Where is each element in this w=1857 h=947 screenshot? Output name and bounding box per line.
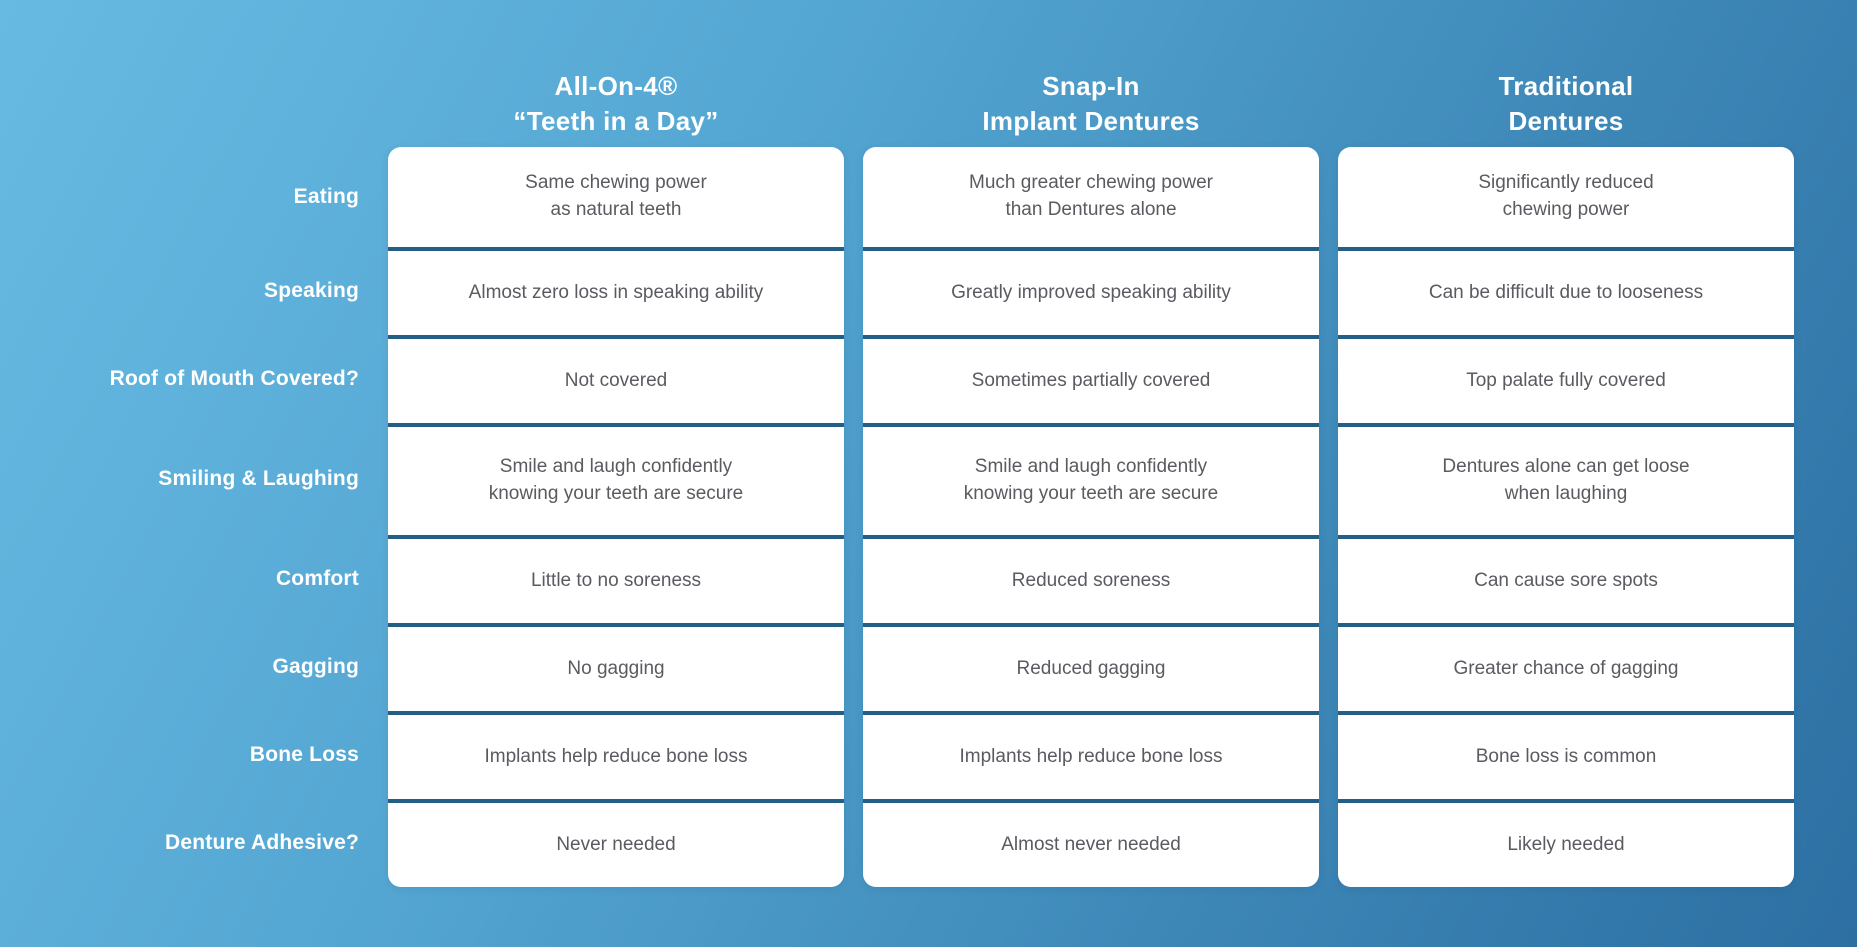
column-header-snap-in: Snap-In Implant Dentures: [863, 48, 1319, 147]
row-label-bone-loss: Bone Loss: [249, 743, 359, 766]
table-cell: Greatly improved speaking ability: [863, 247, 1319, 335]
table-corner-spacer: [0, 48, 369, 147]
row-label-smiling-laughing: Smiling & Laughing: [158, 467, 359, 490]
row-label-denture-adhesive: Denture Adhesive?: [165, 831, 359, 854]
table-cell: Can be difficult due to looseness: [1338, 247, 1794, 335]
table-cell: Almost never needed: [863, 799, 1319, 887]
table-cell: Same chewing power as natural teeth: [525, 172, 707, 220]
column-header-traditional: Traditional Dentures: [1338, 48, 1794, 147]
table-cell: Bone loss is common: [1338, 711, 1794, 799]
comparison-table: All-On-4® “Teeth in a Day” Snap-In Impla…: [0, 48, 1794, 887]
table-cell: Dentures alone can get loose when laughi…: [1338, 423, 1794, 535]
table-cell: No gagging: [388, 623, 844, 711]
column-header-line: Snap-In: [1042, 71, 1140, 102]
table-cell: Sometimes partially covered: [863, 335, 1319, 423]
row-label-column: Eating Speaking Roof of Mouth Covered? S…: [0, 147, 369, 887]
table-cell: Much greater chewing power than Dentures…: [969, 172, 1213, 220]
table-cell: Top palate fully covered: [1338, 335, 1794, 423]
table-cell: Reduced soreness: [863, 535, 1319, 623]
column-card-traditional: Significantly reduced chewing power Can …: [1338, 147, 1794, 887]
table-cell: Reduced gagging: [863, 623, 1319, 711]
column-header-all-on-4: All-On-4® “Teeth in a Day”: [388, 48, 844, 147]
row-label-comfort: Comfort: [275, 567, 359, 590]
table-cell: Implants help reduce bone loss: [863, 711, 1319, 799]
row-label-speaking: Speaking: [264, 279, 359, 302]
table-cell: Significantly reduced chewing power: [1478, 172, 1654, 220]
column-header-line: “Teeth in a Day”: [513, 105, 719, 136]
table-cell: Smile and laugh confidently knowing your…: [388, 423, 844, 535]
column-card-all-on-4: Same chewing power as natural teeth Almo…: [388, 147, 844, 887]
table-cell: Implants help reduce bone loss: [388, 711, 844, 799]
table-cell: Little to no soreness: [388, 535, 844, 623]
table-cell: Likely needed: [1338, 799, 1794, 887]
column-header-line: Implant Dentures: [982, 105, 1200, 136]
row-label-roof-of-mouth: Roof of Mouth Covered?: [109, 367, 359, 390]
table-cell: Greater chance of gagging: [1338, 623, 1794, 711]
row-label-gagging: Gagging: [272, 655, 359, 678]
column-header-line: Dentures: [1508, 105, 1624, 136]
column-header-line: Traditional: [1498, 71, 1634, 102]
column-header-line: All-On-4®: [554, 71, 678, 102]
table-cell: Not covered: [388, 335, 844, 423]
column-card-snap-in: Much greater chewing power than Dentures…: [863, 147, 1319, 887]
table-cell: Almost zero loss in speaking ability: [388, 247, 844, 335]
table-cell: Can cause sore spots: [1338, 535, 1794, 623]
row-label-eating: Eating: [293, 185, 359, 208]
table-cell: Never needed: [388, 799, 844, 887]
table-cell: Smile and laugh confidently knowing your…: [863, 423, 1319, 535]
